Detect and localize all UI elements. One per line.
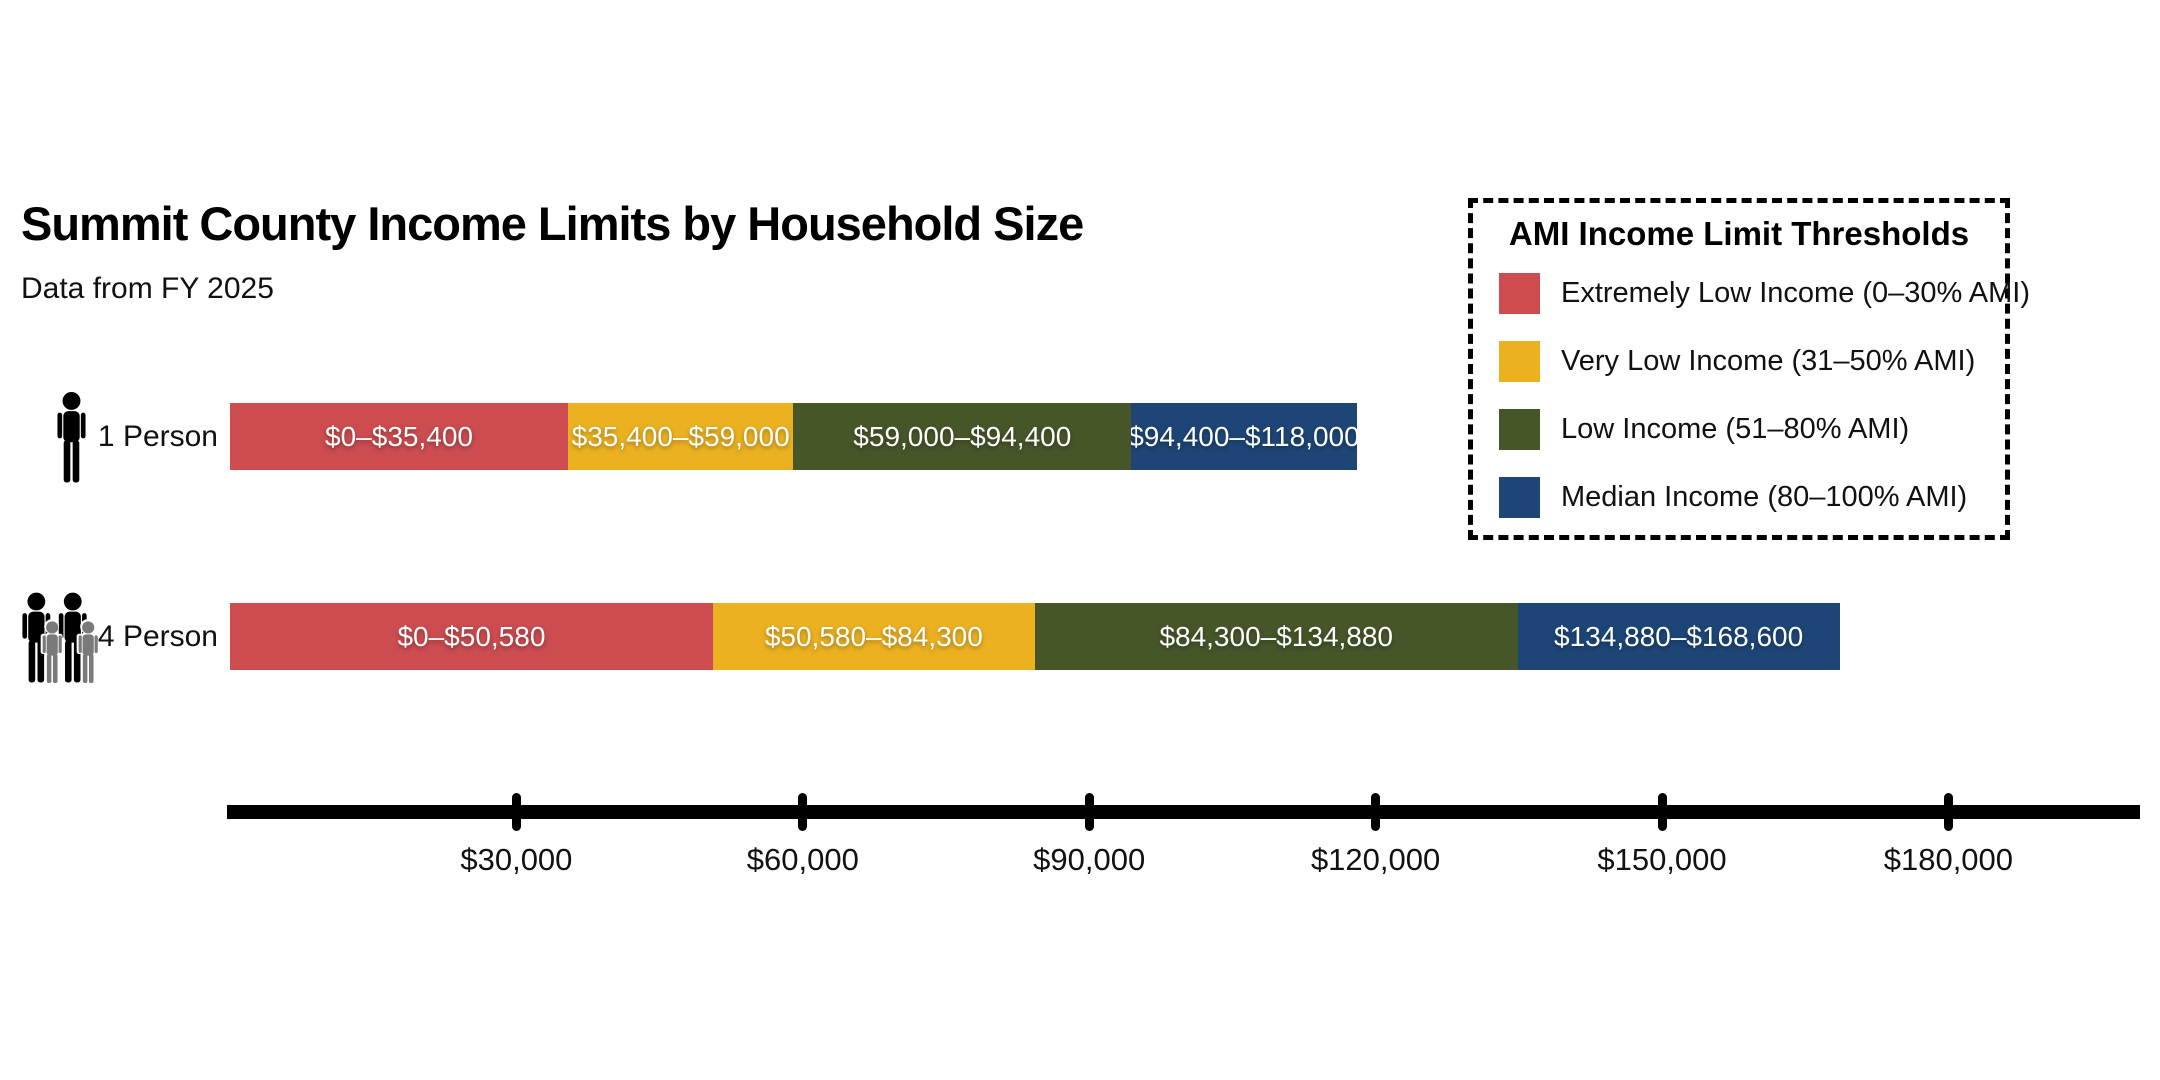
segment-label: $134,880–$168,600 (1554, 620, 1804, 652)
bar: $0–$50,580 $50,580–$84,300 $84,300–$134,88… (230, 603, 1840, 670)
chart-title: Summit County Income Limits by Household… (21, 197, 1084, 250)
axis-tick (798, 793, 808, 831)
axis-tick-label: $30,000 (460, 842, 573, 877)
segment-label: $59,000–$94,400 (853, 420, 1072, 452)
legend-rows: Extremely Low Income (0–30% AMI) Very Low… (1499, 273, 2030, 518)
segment-label: $84,300–$134,880 (1159, 620, 1394, 652)
axis-tick-label: $90,000 (1033, 842, 1146, 877)
row-label: 1 Person (97, 420, 218, 453)
axis-tick-label: $150,000 (1597, 842, 1727, 877)
axis-tick-label: $180,000 (1883, 842, 2014, 877)
bar-segment: $94,400–$118,000 (1131, 403, 1357, 470)
bar-segment: $0–$35,400 (230, 403, 568, 470)
axis-tick-label: $120,000 (1310, 842, 1441, 877)
bar-segment: $134,880–$168,600 (1517, 603, 1840, 670)
chart-subtitle: Data from FY 2025 (21, 272, 274, 305)
person-icon (57, 391, 86, 483)
legend-item: Very Low Income (31–50% AMI) (1499, 341, 2030, 382)
bar-segment: $84,300–$134,880 (1034, 603, 1518, 670)
segment-label: $94,400–$118,000 (1131, 420, 1357, 452)
bar-segment: $50,580–$84,300 (712, 603, 1035, 670)
bar-segment: $59,000–$94,400 (793, 403, 1132, 470)
legend-swatch (1499, 477, 1540, 518)
legend-item-label: Extremely Low Income (0–30% AMI) (1561, 277, 2031, 309)
legend-item-label: Very Low Income (31–50% AMI) (1561, 345, 1976, 377)
axis-tick (1943, 793, 1953, 831)
segment-label: $50,580–$84,300 (764, 620, 983, 652)
segment-label: $35,400–$59,000 (571, 420, 790, 452)
legend-item: Median Income (80–100% AMI) (1499, 477, 2030, 518)
bar-segment: $35,400–$59,000 (568, 403, 794, 470)
axis-tick-label: $60,000 (746, 842, 859, 877)
family-icon (22, 592, 99, 685)
bar: $0–$35,400 $35,400–$59,000 $59,000–$94,400… (230, 403, 1357, 470)
legend-title: AMI Income Limit Thresholds (1508, 215, 1970, 252)
axis-tick (1084, 793, 1094, 831)
legend-item-label: Low Income (51–80% AMI) (1561, 413, 1910, 445)
axis-tick (511, 793, 521, 831)
legend-swatch (1499, 409, 1540, 450)
bar-segment: $0–$50,580 (230, 603, 713, 670)
legend-swatch (1499, 273, 1540, 314)
legend-swatch (1499, 341, 1540, 382)
legend-item: Low Income (51–80% AMI) (1499, 409, 2030, 450)
legend: AMI Income Limit Thresholds Extremely Lo… (1468, 198, 2030, 540)
segment-label: $0–$35,400 (325, 420, 473, 452)
row-label: 4 Person (97, 620, 218, 653)
segment-label: $0–$50,580 (397, 620, 546, 652)
legend-item-label: Median Income (80–100% AMI) (1561, 481, 1968, 513)
legend-item: Extremely Low Income (0–30% AMI) (1499, 273, 2030, 314)
axis-tick (1657, 793, 1667, 831)
axis-tick (1371, 793, 1381, 831)
